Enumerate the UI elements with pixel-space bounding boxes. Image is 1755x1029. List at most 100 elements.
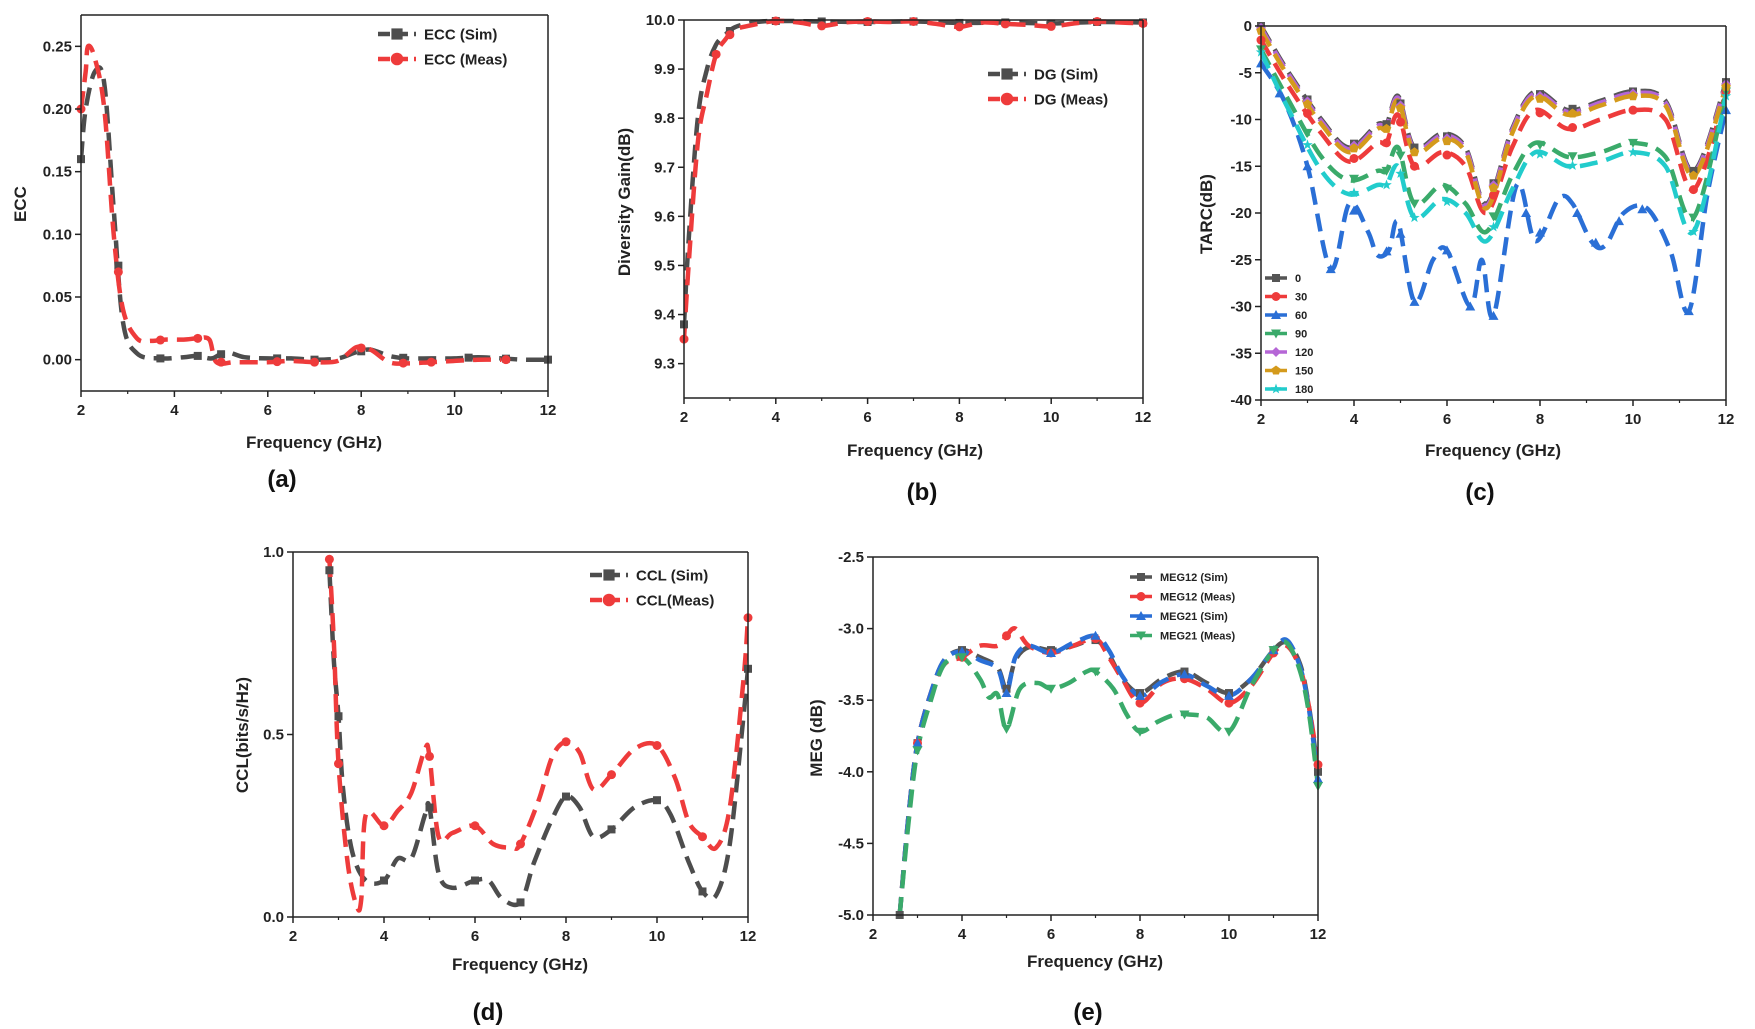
- chart-c-series-2-point-1: [1274, 88, 1285, 98]
- chart-c-series-2-point-13: [1572, 208, 1583, 217]
- chart-a-xtick-label-1: 4: [170, 402, 179, 419]
- chart-b-ytick-label-7: 10.0: [646, 12, 675, 29]
- chart-c-series-1-point-6: [1442, 150, 1452, 160]
- chart-e-series-2-point-4: [1090, 630, 1101, 640]
- chart-b-panel-label: (b): [907, 479, 938, 506]
- chart-c-series-1-point-11: [1688, 185, 1698, 195]
- chart-c-series-6-line: [1261, 51, 1726, 244]
- chart-e-series-3-point-0: [912, 746, 923, 756]
- chart-d-xtick-label-4: 10: [649, 928, 666, 945]
- chart-a-series-1-point-7: [356, 343, 366, 353]
- chart-c-legend-marker-4: [1271, 347, 1281, 357]
- chart-b-ytick-label-1: 9.4: [654, 307, 676, 324]
- chart-e-ytick-label-2: -3.5: [838, 692, 864, 709]
- chart-b-series-1-point-10: [1092, 16, 1102, 26]
- chart-e-xtick-label-4: 10: [1221, 926, 1238, 943]
- chart-a-legend-label-0: ECC (Sim): [424, 26, 497, 43]
- chart-e-series-1-point-7: [1224, 698, 1234, 708]
- chart-b-xtick-label-0: 2: [680, 409, 688, 426]
- chart-a-series-1-point-3: [193, 333, 203, 343]
- chart-c-legend-label-5: 150: [1295, 365, 1313, 377]
- chart-a-series-0-point-1: [114, 261, 123, 270]
- chart-a-series-0-point-8: [399, 353, 408, 362]
- chart-e-series-3-point-1: [957, 653, 967, 663]
- chart-c-series-2-point-3: [1325, 264, 1336, 274]
- chart-a-ytick-label-2: 0.10: [43, 226, 72, 243]
- chart-c-series-5-point-1: [1302, 99, 1313, 109]
- chart-b-series-1-point-3: [771, 16, 781, 26]
- chart-c-series-3-point-2: [1349, 174, 1359, 184]
- chart-b-plot: 2 4 6 8 10 12 9.3 9.4 9.5 9.6 9.7 9.8 9.9 10.0 DG (Sim…: [646, 12, 1152, 426]
- chart-b-series-1-point-5: [863, 16, 873, 26]
- chart-c-series-2-point-7: [1409, 296, 1420, 306]
- chart-a-ytick-label-0: 0.00: [43, 352, 72, 369]
- chart-e-series-3-point-7: [1224, 727, 1234, 737]
- chart-a-legend: ECC (Sim) ECC (Meas): [378, 26, 507, 68]
- chart-c-ytick-label-1: -5: [1239, 65, 1252, 82]
- chart-c-series-3-point-7: [1488, 212, 1499, 222]
- chart-c-ytick-label-4: -20: [1230, 205, 1252, 222]
- chart-c-ytick-label-6: -30: [1230, 299, 1252, 316]
- chart-c-series-3-point-4: [1395, 151, 1406, 161]
- chart-b-legend: DG (Sim) DG (Meas): [988, 66, 1108, 108]
- chart-c-legend-marker-2: [1271, 310, 1281, 319]
- chart-c-series-2-point-17: [1683, 306, 1694, 316]
- chart-a-series-0-point-2: [156, 354, 165, 363]
- chart-d-series-1-point-3: [425, 751, 434, 761]
- chart-d-xtick-label-1: 4: [380, 928, 389, 945]
- chart-c-series-2-point-11: [1521, 208, 1532, 217]
- chart-c-series-1-point-5: [1409, 161, 1419, 171]
- chart-c-series-6-point-8: [1534, 148, 1546, 159]
- chart-c-series-2-point-14: [1590, 237, 1601, 247]
- chart-b-legend-marker-1: [1000, 92, 1014, 106]
- chart-c-series-5-line: [1261, 29, 1726, 211]
- chart-d-legend-marker-1: [602, 593, 616, 607]
- chart-b-series-1-point-2: [725, 30, 735, 40]
- chart-c-series-5-point-11: [1688, 170, 1699, 180]
- chart-e-ytick-label-1: -3.0: [838, 621, 864, 638]
- chart-d-series-0-point-5: [516, 898, 525, 907]
- chart-b-legend-marker-0: [1001, 68, 1013, 80]
- chart-c-legend-label-3: 90: [1295, 328, 1307, 340]
- chart-a-xlabel: Frequency (GHz): [246, 433, 382, 452]
- chart-c-series-2-point-5: [1381, 246, 1392, 256]
- chart-b-ytick-label-2: 9.5: [654, 257, 675, 274]
- chart-e-legend-marker-2: [1136, 611, 1146, 620]
- chart-b-ytick-label-0: 9.3: [654, 356, 675, 373]
- chart-d-legend: CCL (Sim) CCL(Meas): [590, 567, 714, 609]
- chart-c-ytick-label-7: -35: [1230, 345, 1252, 362]
- chart-c-ytick-label-8: -40: [1230, 392, 1252, 409]
- chart-e-series-3-point-2: [1001, 724, 1012, 734]
- chart-a-ytick-label-1: 0.05: [43, 289, 72, 306]
- chart-d-xtick-label-2: 6: [471, 928, 479, 945]
- chart-d-ylabel: CCL(bits/s/Hz): [233, 677, 252, 793]
- chart-a-series-1-point-4: [216, 357, 226, 367]
- chart-a-ytick-label-4: 0.20: [43, 101, 72, 118]
- chart-c-series-6-point-7: [1488, 221, 1499, 232]
- chart-e-legend-label-2: MEG21 (Sim): [1160, 611, 1228, 623]
- chart-e-xlabel: Frequency (GHz): [1027, 952, 1163, 971]
- chart-c-xtick-label-1: 4: [1350, 411, 1359, 428]
- chart-c-xtick-label-0: 2: [1257, 411, 1265, 428]
- chart-c-series-3-point-1: [1302, 128, 1313, 138]
- chart-d-legend-label-0: CCL (Sim): [636, 567, 708, 584]
- chart-e-legend-label-0: MEG12 (Sim): [1160, 572, 1228, 584]
- chart-a-legend-marker-0: [391, 28, 403, 40]
- chart-d-xtick-label-5: 12: [740, 928, 757, 945]
- chart-d-xlabel: Frequency (GHz): [452, 955, 588, 974]
- chart-a-panel-label: (a): [267, 466, 296, 493]
- chart-e-xtick-label-1: 4: [958, 926, 967, 943]
- chart-c-xlabel: Frequency (GHz): [1425, 441, 1561, 460]
- chart-c-series-3-point-11: [1688, 213, 1699, 223]
- chart-c-series-5-point-9: [1567, 108, 1578, 118]
- chart-panel-c: 2 4 6 8 10 120-5-10-15-20-25-30-35-4003060901…: [1197, 18, 1734, 506]
- chart-e-series-3-point-8: [1268, 646, 1279, 656]
- chart-e-xtick-label-3: 8: [1136, 926, 1144, 943]
- chart-c-series-3-point-9: [1567, 152, 1578, 162]
- chart-d-series-1-point-0: [324, 554, 334, 564]
- chart-d-ytick-label-0: 0.0: [263, 909, 284, 926]
- chart-b-series-1-point-1: [711, 49, 721, 59]
- chart-c-series-6-point-5: [1409, 212, 1420, 223]
- chart-b-xtick-label-3: 8: [955, 409, 963, 426]
